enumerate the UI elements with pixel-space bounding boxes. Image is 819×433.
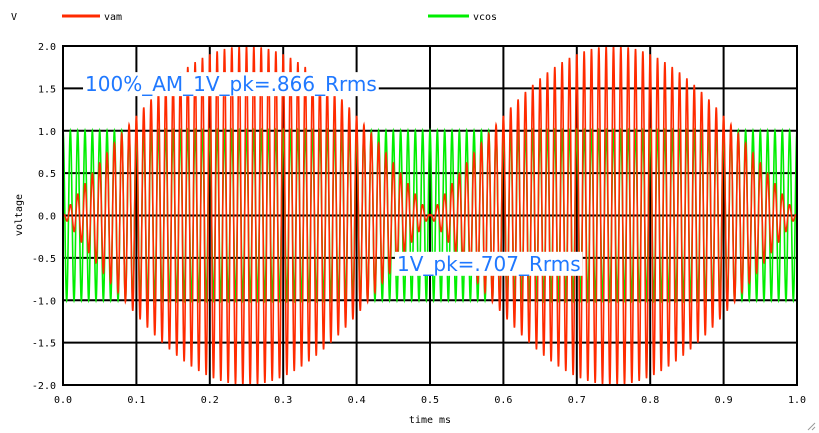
annotation-label: 1V_pk=.707_Rrms <box>397 252 581 276</box>
x-tick-label: 0.2 <box>201 395 219 406</box>
x-tick-label: 0.9 <box>715 395 733 406</box>
series-line-vam <box>62 45 798 386</box>
y-unit-label: V <box>11 12 17 23</box>
y-axis-label: voltage <box>14 194 25 236</box>
annotations: 100%_AM_1V_pk=.866_Rrms 1V_pk=.707_Rrms <box>83 72 583 276</box>
y-tick-labels: 2.0 1.5 1.0 0.5 0.0 -0.5 -1.0 -1.5 -2.0 <box>32 42 56 392</box>
x-tick-label: 0.1 <box>127 395 145 406</box>
x-tick-label: 1.0 <box>788 395 806 406</box>
annotation-label: 100%_AM_1V_pk=.866_Rrms <box>85 72 377 96</box>
x-tick-label: 0.4 <box>348 395 366 406</box>
y-tick-label: 2.0 <box>38 42 56 53</box>
x-tick-labels: 0.0 0.1 0.2 0.3 0.4 0.5 0.6 0.7 0.8 0.9 1.0 <box>54 395 806 406</box>
x-axis-label: time ms <box>409 415 451 426</box>
y-tick-label: -1.0 <box>32 296 56 307</box>
y-tick-label: 0.5 <box>38 169 56 180</box>
annotation-background <box>394 251 583 276</box>
x-tick-label: 0.5 <box>421 395 439 406</box>
x-tick-label: 0.3 <box>274 395 292 406</box>
x-tick-label: 0.6 <box>494 395 512 406</box>
y-tick-label: -2.0 <box>32 381 56 392</box>
x-tick-label: 0.8 <box>641 395 659 406</box>
x-tick-label: 0.0 <box>54 395 72 406</box>
legend-label-vam: vam <box>104 12 122 23</box>
y-tick-label: 0.0 <box>38 212 56 223</box>
y-tick-label: 1.0 <box>38 127 56 138</box>
y-tick-label: 1.5 <box>38 84 56 95</box>
legend: V vam vcos <box>11 12 497 23</box>
plot-frame <box>62 45 798 386</box>
annotation-background <box>83 72 379 97</box>
y-tick-label: -1.5 <box>32 339 56 350</box>
y-tick-label: -0.5 <box>32 254 56 265</box>
x-tick-label: 0.7 <box>568 395 586 406</box>
legend-label-vcos: vcos <box>473 12 497 23</box>
series-layer <box>62 45 798 386</box>
resize-grip-icon[interactable] <box>807 422 816 431</box>
